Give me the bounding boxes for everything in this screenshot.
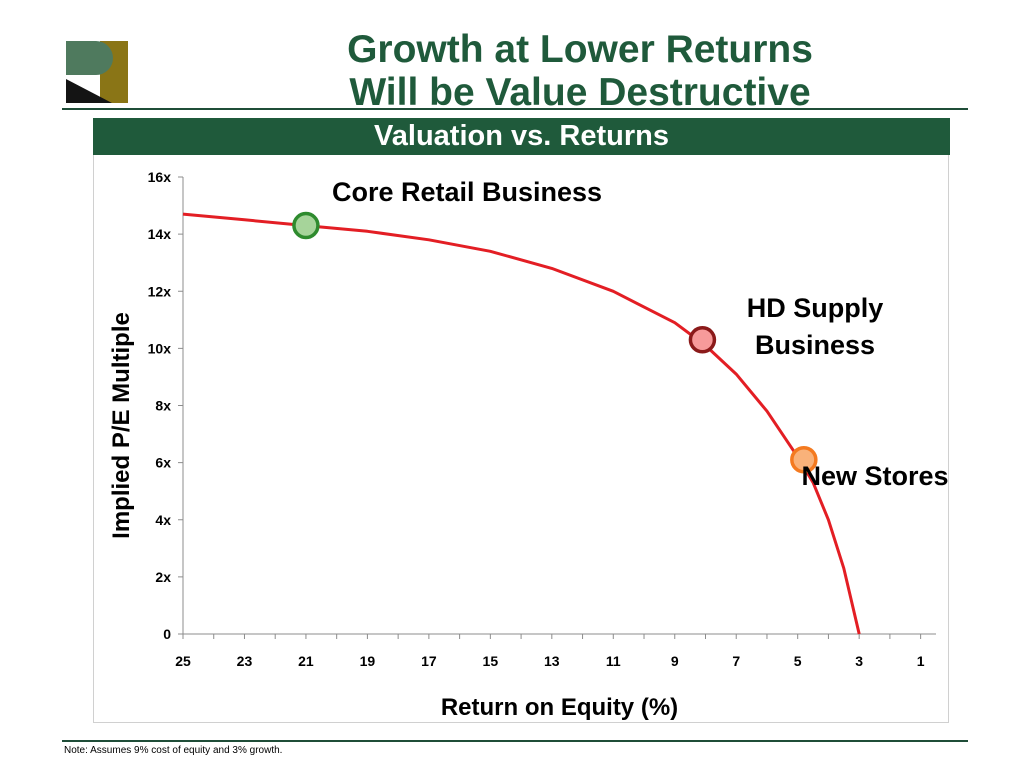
new-stores-marker (790, 446, 818, 474)
y-tick-label: 2x (155, 569, 171, 585)
y-tick-label: 4x (155, 512, 171, 528)
y-tick-label: 14x (148, 226, 172, 242)
annotation-hd-supply-line1: HD Supply (747, 293, 884, 323)
annotation-new-stores: New Stores (801, 461, 948, 491)
chart-frame: 0 2x 4x 6x 8x 10x 12x 14x 16x 25 23 21 19 17 15 13 11 9 7 5… (93, 155, 949, 723)
y-axis-title: Implied P/E Multiple (108, 312, 135, 539)
header-divider (62, 108, 968, 110)
annotation-hd-supply: HD Supply Business (747, 293, 884, 360)
pe-curve-line (182, 212, 861, 635)
hd-supply-marker (688, 326, 717, 354)
x-tick-label: 11 (606, 653, 621, 669)
x-tick-label: 21 (298, 653, 314, 669)
company-logo (66, 41, 128, 103)
x-tick-label: 1 (917, 653, 925, 669)
x-tick-label: 15 (483, 653, 499, 669)
y-tick-label: 12x (148, 283, 172, 299)
y-tick-label: 10x (148, 340, 172, 356)
x-tick-label: 9 (671, 653, 679, 669)
annotation-core-retail: Core Retail Business (332, 177, 602, 207)
x-axis-title: Return on Equity (%) (441, 694, 678, 721)
core-retail-marker (292, 211, 320, 240)
chart-banner: Valuation vs. Returns (93, 118, 950, 155)
x-tick-label: 19 (360, 653, 376, 669)
y-tick-label: 0 (163, 626, 171, 642)
x-tick-label: 7 (732, 653, 740, 669)
annotation-hd-supply-line2: Business (755, 330, 875, 360)
logo-sage-block (66, 41, 96, 75)
x-tick-label: 5 (794, 653, 802, 669)
y-tick-label: 8x (155, 398, 171, 414)
x-tick-label: 17 (421, 653, 437, 669)
x-tick-label: 23 (237, 653, 253, 669)
y-tick-label: 16x (148, 169, 172, 185)
page-title-line1: Growth at Lower Returns (347, 28, 813, 71)
x-tick-label: 13 (544, 653, 560, 669)
x-tick-label: 3 (855, 653, 863, 669)
footer-divider (62, 740, 968, 742)
y-tick-label: 6x (155, 455, 171, 471)
page-title-line2: Will be Value Destructive (349, 71, 811, 114)
logo-r-leg (66, 79, 112, 103)
footnote: Note: Assumes 9% cost of equity and 3% g… (64, 745, 283, 756)
x-tick-label: 25 (175, 653, 191, 669)
logo-r-bowl (96, 41, 113, 75)
